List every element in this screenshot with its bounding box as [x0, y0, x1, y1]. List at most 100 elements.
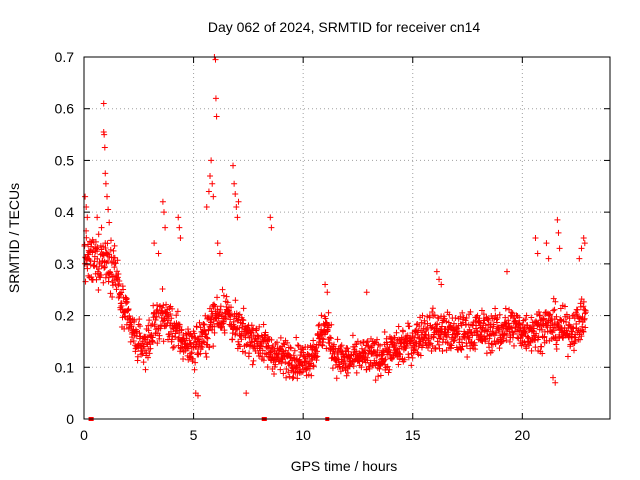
data-point — [550, 307, 557, 314]
data-point — [263, 337, 270, 344]
data-point — [345, 348, 352, 355]
data-point — [358, 345, 365, 352]
data-point — [284, 350, 291, 357]
data-point — [578, 245, 585, 252]
data-point — [160, 338, 167, 345]
data-point — [454, 331, 461, 338]
data-point — [101, 264, 108, 271]
data-point — [533, 330, 540, 337]
data-point — [214, 294, 221, 301]
data-point — [82, 193, 89, 200]
data-point — [431, 312, 438, 319]
data-point — [503, 337, 510, 344]
y-tick-label: 0.6 — [55, 101, 75, 117]
y-tick-label: 0 — [66, 411, 74, 427]
data-point — [104, 240, 111, 247]
data-point — [193, 341, 200, 348]
data-point — [274, 339, 281, 346]
data-point — [215, 315, 222, 322]
data-point — [168, 328, 175, 335]
data-point — [458, 339, 465, 346]
data-point — [580, 328, 587, 335]
data-point — [582, 309, 589, 316]
data-point — [203, 334, 210, 341]
data-point — [101, 131, 108, 138]
data-point — [555, 229, 562, 236]
data-point — [295, 342, 302, 349]
data-point — [167, 320, 174, 327]
data-point — [84, 214, 91, 221]
data-point — [136, 316, 143, 323]
data-point — [483, 350, 490, 357]
data-point — [95, 231, 102, 238]
data-point — [207, 172, 214, 179]
data-point — [272, 361, 279, 368]
data-point — [460, 314, 467, 321]
data-point — [223, 293, 230, 300]
data-point — [578, 333, 585, 340]
data-point — [285, 360, 292, 367]
data-point — [421, 317, 428, 324]
data-point — [217, 306, 224, 313]
data-point — [576, 255, 583, 262]
data-point — [470, 341, 477, 348]
data-point — [528, 314, 535, 321]
data-point — [531, 325, 538, 332]
data-point — [401, 356, 408, 363]
data-point — [84, 241, 91, 248]
data-point — [210, 343, 217, 350]
data-point — [552, 379, 559, 386]
data-point — [277, 366, 284, 373]
data-point — [532, 235, 539, 241]
data-point — [456, 336, 463, 343]
data-point — [535, 334, 542, 341]
data-point — [236, 311, 243, 318]
data-point — [518, 342, 525, 349]
data-point — [105, 274, 112, 281]
data-point — [354, 338, 361, 345]
data-point — [326, 340, 333, 347]
x-tick-label: 15 — [405, 427, 421, 443]
data-point — [178, 327, 185, 334]
data-point — [260, 321, 267, 328]
data-point — [451, 320, 458, 327]
data-point — [489, 328, 496, 335]
data-point — [436, 335, 443, 342]
data-point — [448, 342, 455, 349]
data-point — [451, 337, 458, 344]
data-point — [235, 198, 242, 205]
data-point — [246, 350, 253, 357]
data-point — [95, 286, 102, 293]
y-tick-label: 0.2 — [55, 308, 75, 324]
data-point — [333, 375, 340, 382]
data-point — [581, 315, 588, 322]
data-point — [314, 353, 321, 360]
data-point — [243, 390, 250, 397]
data-point — [556, 333, 563, 340]
data-point — [534, 250, 541, 257]
data-point — [487, 324, 494, 331]
data-point — [493, 329, 500, 336]
data-point — [412, 346, 419, 353]
data-point — [228, 304, 235, 311]
x-tick-label: 10 — [295, 427, 311, 443]
data-point — [571, 347, 578, 354]
data-point — [546, 328, 553, 335]
data-point — [95, 265, 102, 272]
data-point — [208, 157, 215, 164]
data-point — [212, 95, 219, 102]
data-point — [557, 316, 564, 323]
data-point — [471, 329, 478, 336]
data-point — [114, 257, 121, 264]
data-point — [382, 356, 389, 363]
data-point — [267, 214, 274, 221]
data-point — [284, 339, 291, 346]
data-point — [255, 333, 262, 340]
data-point — [234, 214, 241, 221]
y-tick-label: 0.1 — [55, 359, 75, 375]
data-point — [458, 322, 465, 329]
data-point — [450, 327, 457, 334]
data-point — [294, 375, 301, 382]
